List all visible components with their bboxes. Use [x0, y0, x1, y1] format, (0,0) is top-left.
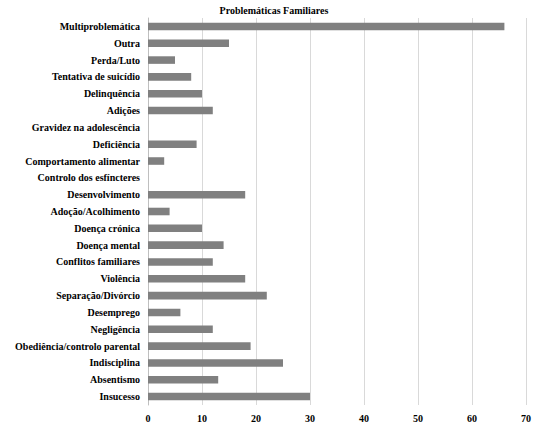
svg-text:Obediência/controlo parental: Obediência/controlo parental [15, 341, 140, 352]
svg-text:Indisciplina: Indisciplina [89, 357, 140, 368]
svg-text:60: 60 [467, 413, 477, 424]
svg-text:Doença mental: Doença mental [76, 240, 140, 251]
svg-text:50: 50 [413, 413, 423, 424]
svg-text:Tentativa de suicídio: Tentativa de suicídio [52, 71, 140, 82]
svg-text:Problemáticas Familiares: Problemáticas Familiares [220, 5, 329, 16]
svg-text:Desemprego: Desemprego [87, 307, 140, 318]
svg-text:Doença crónica: Doença crónica [74, 223, 140, 234]
svg-text:30: 30 [305, 413, 315, 424]
svg-text:Separação/Divórcio: Separação/Divórcio [56, 290, 140, 301]
svg-text:Comportamento alimentar: Comportamento alimentar [25, 156, 140, 167]
svg-text:Violência: Violência [100, 273, 140, 284]
svg-text:0: 0 [146, 413, 151, 424]
svg-text:Gravidez na adolescência: Gravidez na adolescência [32, 122, 140, 133]
svg-text:Controlo dos esfíncteres: Controlo dos esfíncteres [38, 172, 141, 183]
svg-text:Insucesso: Insucesso [99, 391, 140, 402]
svg-text:Outra: Outra [114, 38, 140, 49]
svg-text:Desenvolvimento: Desenvolvimento [67, 189, 140, 200]
svg-text:Delinquência: Delinquência [84, 88, 140, 99]
svg-text:Multiproblemática: Multiproblemática [60, 21, 140, 32]
svg-text:Adoção/Acolhimento: Adoção/Acolhimento [51, 206, 140, 217]
svg-text:10: 10 [197, 413, 207, 424]
svg-text:Deficiência: Deficiência [93, 139, 140, 150]
svg-text:Conflitos familiares: Conflitos familiares [56, 256, 140, 267]
svg-text:Adições: Adições [107, 105, 140, 116]
svg-text:Perda/Luto: Perda/Luto [91, 55, 140, 66]
svg-text:Negligência: Negligência [91, 324, 140, 335]
svg-text:20: 20 [251, 413, 261, 424]
svg-text:40: 40 [359, 413, 369, 424]
svg-text:Absentismo: Absentismo [90, 374, 140, 385]
svg-text:70: 70 [521, 413, 531, 424]
